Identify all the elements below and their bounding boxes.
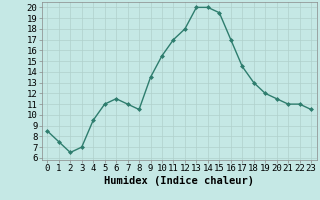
X-axis label: Humidex (Indice chaleur): Humidex (Indice chaleur): [104, 176, 254, 186]
